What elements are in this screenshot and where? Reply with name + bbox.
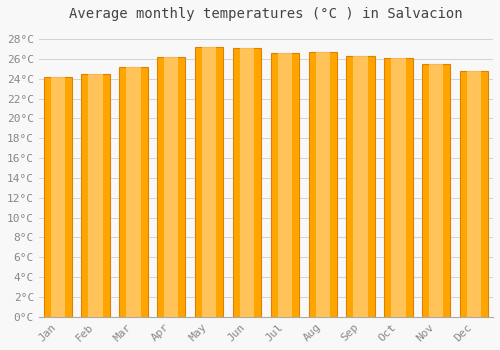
Bar: [308, 52, 337, 317]
Bar: [195, 47, 224, 317]
Bar: [82, 74, 110, 317]
Bar: [422, 64, 450, 317]
Bar: [346, 56, 375, 317]
Bar: [50, 77, 65, 317]
Title: Average monthly temperatures (°C ) in Salvacion: Average monthly temperatures (°C ) in Sa…: [69, 7, 462, 21]
Bar: [126, 67, 140, 317]
Bar: [384, 58, 412, 317]
Bar: [240, 48, 254, 317]
Bar: [316, 52, 330, 317]
Bar: [392, 58, 406, 317]
Bar: [233, 48, 261, 317]
Bar: [354, 56, 368, 317]
Bar: [460, 71, 488, 317]
Bar: [202, 47, 216, 317]
Bar: [467, 71, 481, 317]
Bar: [44, 77, 72, 317]
Bar: [429, 64, 444, 317]
Bar: [278, 53, 292, 317]
Bar: [164, 57, 178, 317]
Bar: [119, 67, 148, 317]
Bar: [88, 74, 102, 317]
Bar: [270, 53, 299, 317]
Bar: [157, 57, 186, 317]
